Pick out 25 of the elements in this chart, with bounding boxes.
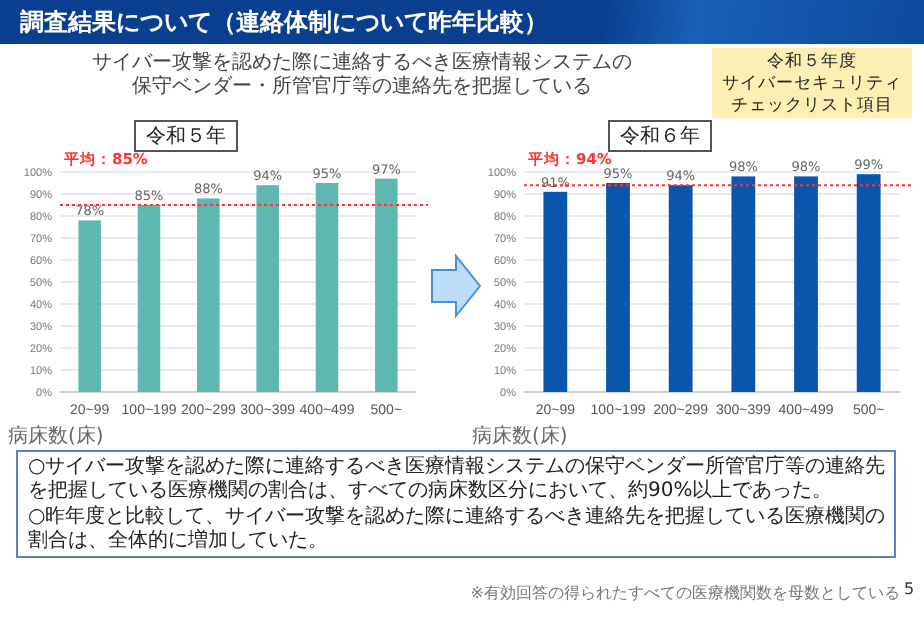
text: チェックリスト項目 [729, 96, 895, 117]
text: 調査結果について（連絡体制について昨年比較） [20, 8, 548, 37]
text: ○サイバー攻撃を認めた際に連絡するべき医療情報システムの保守ベンダー所管官庁等の連絡先を把握している医療機関の割合は、すべての病床数区分において、約90%以上であった。 [28, 456, 888, 504]
text: ※有効回答の得られたすべての医療機関数を母数としている [468, 584, 900, 604]
text: サイバー攻撃を認めた際に連絡するべき医療情報システムの保守ベンダー・所管官庁等の連絡先を把握している [90, 52, 634, 100]
bar [375, 178, 398, 392]
bar [197, 198, 220, 392]
bar [315, 183, 339, 392]
x-axis-title: 病床数(床) [8, 423, 104, 450]
bar [256, 185, 279, 392]
text: 令和５年度 [765, 52, 859, 73]
bar [794, 176, 818, 392]
bar [731, 176, 756, 392]
chart-title: 令和５年 [134, 120, 238, 152]
chart-title: 令和６年 [608, 120, 712, 152]
x-axis-title: 病床数(床) [472, 423, 568, 450]
bar [543, 191, 568, 392]
bar [137, 205, 161, 392]
text: ○昨年度と比較して、サイバー攻撃を認めた際に連絡するべき連絡先を把握している医療機関の割合は、全体的に増加していた。 [28, 506, 888, 554]
text: 5 [904, 580, 915, 600]
bar [856, 174, 881, 392]
bar [668, 185, 693, 392]
bar [606, 183, 630, 392]
bar [78, 220, 101, 392]
text: サイバーセキュリティ [720, 74, 904, 95]
